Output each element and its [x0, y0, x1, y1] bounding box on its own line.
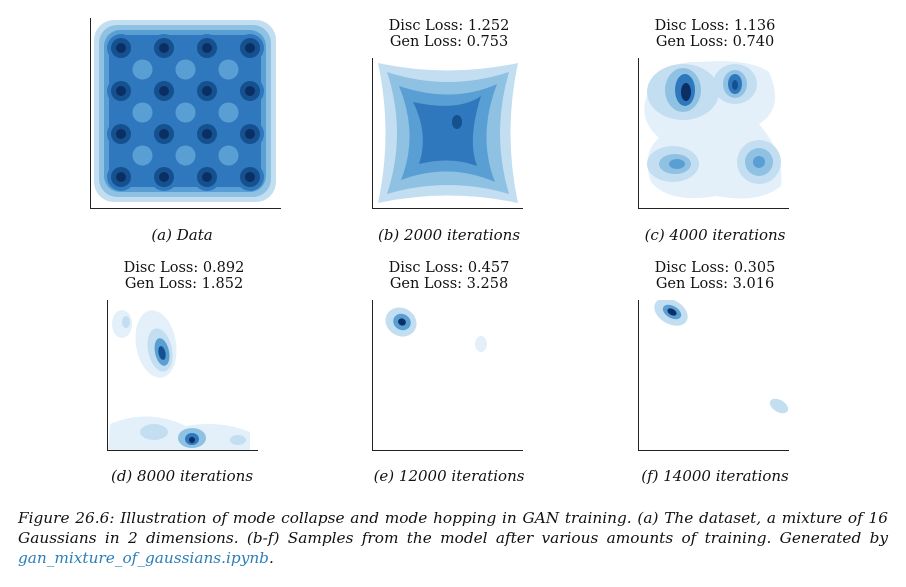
gaussian-mode: [193, 163, 221, 191]
mode-faint: [475, 336, 487, 352]
mode-ring: [245, 86, 255, 96]
figure-caption-text: Figure 26.6: Illustration of mode collap…: [18, 509, 888, 547]
mode-lower-left: [140, 424, 168, 440]
gaussian-mode: [193, 120, 221, 148]
mode-ring: [159, 43, 169, 53]
mode-lower-far: [230, 435, 246, 445]
gaussian-mode: [107, 163, 135, 191]
figure-caption: Figure 26.6: Illustration of mode collap…: [18, 508, 888, 568]
mode-ring: [159, 129, 169, 139]
interstitial-blob: [218, 145, 239, 166]
figure-caption-end: .: [268, 549, 274, 567]
mode-bottom-right-l3: [753, 156, 765, 168]
mode-top-left-core: [681, 83, 691, 101]
mode-main-core: [667, 308, 677, 316]
mode-ring: [116, 43, 126, 53]
interstitial-blob: [175, 102, 196, 123]
gaussian-mode: [236, 120, 264, 148]
mode-lower-right-core: [189, 437, 195, 443]
disc-loss-f: Disc Loss: 0.305: [654, 260, 776, 276]
gaussian-mode: [150, 34, 178, 62]
mode-upper-core: [158, 346, 166, 360]
disc-loss-b: Disc Loss: 1.252: [388, 18, 510, 34]
gaussian-mode: [107, 120, 135, 148]
interstitial-blob: [132, 59, 153, 80]
mode-ring: [116, 129, 126, 139]
mode-ring: [245, 129, 255, 139]
gaussian-mode: [236, 34, 264, 62]
mode-faint: [769, 398, 789, 414]
mode-bottom-left-l3: [669, 159, 685, 169]
gaussian-mode: [150, 77, 178, 105]
gen-loss-e: Gen Loss: 3.258: [389, 276, 509, 292]
mode-ring: [245, 172, 255, 182]
notebook-link[interactable]: gan_mixture_of_gaussians.ipynb: [18, 549, 269, 567]
caption-f: (f) 14000 iterations: [641, 467, 789, 485]
plot-d: [107, 300, 258, 451]
interstitial-blob: [175, 59, 196, 80]
plot-f: [638, 300, 789, 451]
plot-b: [372, 58, 523, 209]
mode-left-small: [122, 316, 130, 328]
interstitial-blob: [132, 145, 153, 166]
gaussian-mode: [236, 163, 264, 191]
mode-main-core: [398, 318, 406, 326]
interstitial-blob: [175, 145, 196, 166]
plot-e: [372, 300, 523, 451]
gaussian-mode: [150, 120, 178, 148]
gaussian-mode: [236, 77, 264, 105]
gen-loss-d: Gen Loss: 1.852: [124, 276, 244, 292]
mode-ring: [116, 86, 126, 96]
mode-top-right-core: [732, 80, 738, 90]
disc-loss-e: Disc Loss: 0.457: [388, 260, 510, 276]
caption-c: (c) 4000 iterations: [644, 226, 786, 244]
mode-lower-band: [108, 416, 250, 450]
caption-e: (e) 12000 iterations: [373, 467, 525, 485]
mode-ring: [116, 172, 126, 182]
gaussian-mode: [150, 163, 178, 191]
mode-ring: [202, 129, 212, 139]
caption-a: (a) Data: [151, 226, 213, 244]
mode-ring: [202, 172, 212, 182]
mode-ring: [202, 86, 212, 96]
gaussian-mode: [193, 77, 221, 105]
disc-loss-c: Disc Loss: 1.136: [654, 18, 776, 34]
mode-ring: [202, 43, 212, 53]
mode-ring: [159, 172, 169, 182]
caption-b: (b) 2000 iterations: [377, 226, 521, 244]
plot-a-data: [90, 18, 281, 209]
gaussian-mode: [193, 34, 221, 62]
gen-loss-c: Gen Loss: 0.740: [655, 34, 775, 50]
caption-d: (d) 8000 iterations: [110, 467, 254, 485]
plot-c: [638, 58, 789, 209]
interstitial-blob: [218, 102, 239, 123]
gen-loss-f: Gen Loss: 3.016: [655, 276, 775, 292]
gen-loss-b: Gen Loss: 0.753: [389, 34, 509, 50]
gaussian-mode: [107, 77, 135, 105]
gaussian-mode: [107, 34, 135, 62]
mode-grid: [107, 34, 264, 191]
interstitial-blob: [218, 59, 239, 80]
density-l4: [413, 96, 481, 166]
mode-ring: [245, 43, 255, 53]
interstitial-blob: [132, 102, 153, 123]
mode-ring: [159, 86, 169, 96]
disc-loss-d: Disc Loss: 0.892: [123, 260, 245, 276]
density-peak: [452, 115, 462, 129]
